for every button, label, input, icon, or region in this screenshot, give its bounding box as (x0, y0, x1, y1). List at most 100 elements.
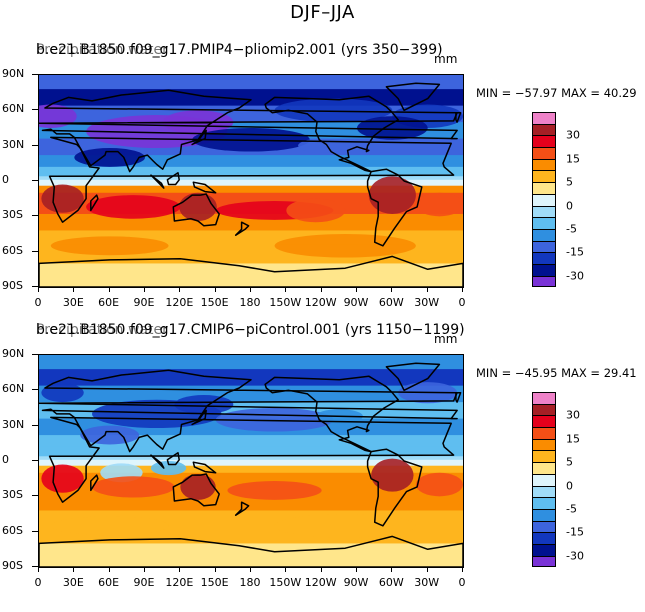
coastline (166, 172, 180, 186)
coastline (264, 375, 399, 453)
colorbar-swatch (532, 520, 556, 533)
coastline (150, 454, 165, 469)
colorbar-swatch (532, 473, 556, 486)
precip-band (39, 166, 463, 177)
colorbar-swatch (532, 392, 556, 404)
colorbar-swatch (532, 462, 556, 474)
lon-tick (250, 287, 251, 292)
colorbar-tick-label: 15 (566, 432, 580, 446)
lat-tick-label: 90N (2, 347, 25, 360)
lon-tick (73, 567, 75, 572)
colorbar-tick-label: 5 (566, 175, 573, 189)
colorbar-swatch (532, 403, 556, 416)
precip-anomaly-blob (274, 514, 416, 538)
precip-band (39, 185, 463, 194)
precip-anomaly-blob (415, 472, 463, 497)
lon-tick-label: 180 (239, 296, 261, 309)
coastline (48, 416, 455, 503)
lon-tick-label: 60W (378, 576, 404, 589)
precip-band (39, 176, 463, 181)
lat-tick (32, 144, 38, 146)
coastline (150, 174, 165, 189)
colorbar-swatch (532, 147, 556, 159)
lat-tick-label: 90S (2, 559, 23, 572)
coastline (455, 111, 462, 123)
colorbar-swatch (532, 240, 556, 253)
lon-tick-label: 0 (458, 296, 466, 309)
lat-tick-label: 0 (2, 453, 9, 466)
lat-tick (32, 389, 38, 391)
colorbar-tick-label: -5 (566, 222, 577, 236)
colorbar-swatch (532, 193, 556, 206)
lat-tick (32, 109, 38, 111)
coastline (191, 129, 207, 146)
lon-tick-label: 30E (62, 576, 84, 589)
colorbar (532, 392, 556, 568)
coastline (191, 409, 207, 426)
lon-tick (108, 287, 110, 292)
colorbar-swatch (532, 182, 556, 194)
colorbar-tick-label: -30 (566, 269, 584, 283)
lon-tick-label: 90W (343, 576, 369, 589)
lat-tick-label: 90S (2, 279, 23, 292)
panel-case-overprint: Precipitation water (36, 42, 168, 58)
panel-case-overprint: Precipitation water (36, 322, 168, 338)
precip-band (39, 493, 463, 511)
coastline (234, 221, 250, 236)
precip-anomaly-blob (274, 234, 416, 258)
min-max-stats: MIN = −57.97 MAX = 40.29 (476, 86, 637, 100)
coastline (166, 452, 180, 466)
lon-tick-label: 150W (269, 576, 302, 589)
colorbar-swatch (532, 497, 556, 509)
colorbar-swatch (532, 275, 556, 288)
lon-tick-label: 120W (304, 576, 337, 589)
coastline (192, 461, 217, 474)
coastline (366, 168, 423, 247)
map-svg (39, 355, 463, 567)
coastline (172, 193, 220, 227)
coastline (455, 391, 462, 403)
lat-tick (32, 354, 38, 355)
lon-tick-label: 30W (414, 296, 440, 309)
lon-tick (108, 567, 110, 572)
coastline (39, 369, 458, 453)
precip-anomaly-blob (371, 458, 414, 492)
precip-anomaly-blob (74, 148, 145, 167)
lat-tick-label: 90N (2, 67, 25, 80)
lon-tick (250, 567, 251, 572)
precip-anomaly-blob (41, 464, 84, 493)
lat-tick-label: 30S (2, 208, 23, 222)
panel-title: b.e21.B1850.f09_g17.CMIP6−piControl.001 … (36, 322, 465, 338)
lon-tick (285, 287, 287, 292)
lon-tick (391, 287, 393, 292)
panel-title: b.e21.B1850.f09_g17.PMIP4−pliomip2.001 (… (36, 42, 443, 58)
precip-band (39, 456, 463, 461)
lon-tick (144, 567, 145, 572)
coastline (39, 255, 463, 287)
lon-tick (426, 567, 428, 572)
precip-anomaly-blob (86, 195, 181, 219)
lon-tick (356, 567, 357, 572)
precip-anomaly-blob (415, 192, 463, 217)
lon-tick-label: 60E (98, 296, 120, 309)
colorbar-tick-label: -15 (566, 245, 584, 259)
lon-tick (462, 287, 463, 292)
precip-band (39, 459, 463, 467)
precip-band (39, 75, 463, 90)
map-svg (39, 75, 463, 287)
coastline (39, 535, 463, 567)
lon-tick (391, 567, 393, 572)
precip-anomaly-blob (50, 516, 169, 536)
lon-tick-label: 30W (414, 576, 440, 589)
lat-tick-label: 0 (2, 173, 9, 186)
precip-map (38, 354, 464, 568)
coastline (264, 95, 399, 173)
precip-band (39, 543, 463, 567)
coastline (366, 448, 423, 527)
colorbar-swatch (532, 508, 556, 521)
precip-band (39, 369, 463, 387)
lon-tick (214, 287, 216, 292)
lon-tick-label: 30E (62, 296, 84, 309)
colorbar-swatch (532, 170, 556, 183)
precip-anomaly-blob (274, 98, 393, 123)
